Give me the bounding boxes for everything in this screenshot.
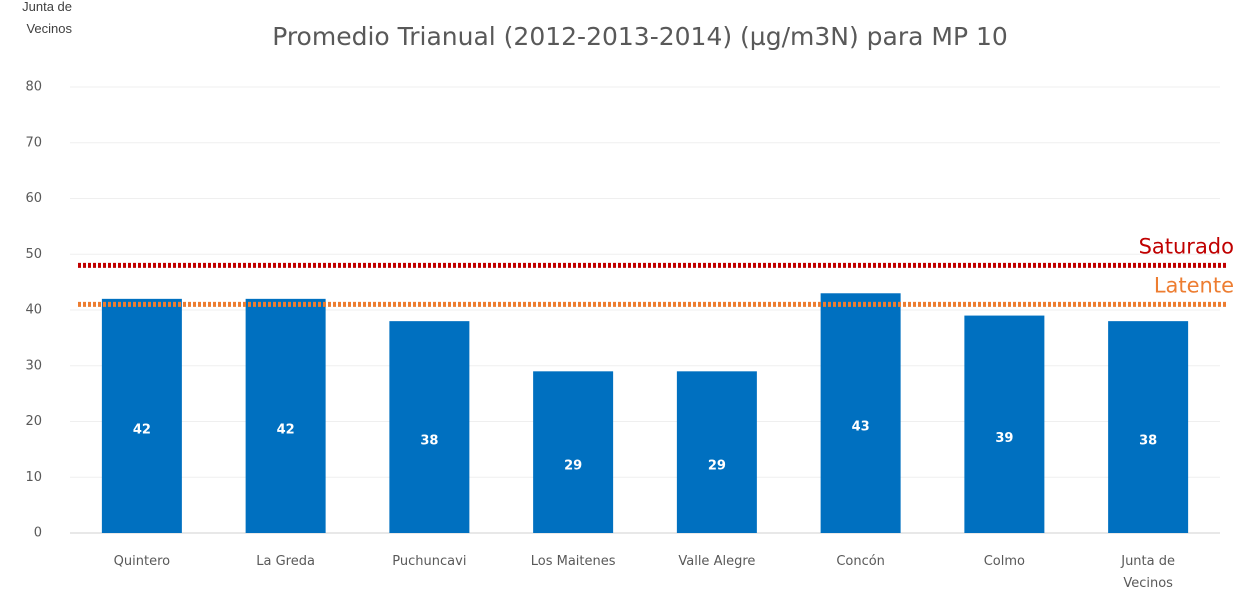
reference-label: Saturado <box>1139 234 1234 258</box>
x-tick-label: La Greda <box>256 554 315 569</box>
y-tick-label: 80 <box>25 80 42 95</box>
value-label: 43 <box>852 420 870 435</box>
bar <box>101 298 182 533</box>
y-tick-label: 50 <box>25 247 42 262</box>
y-tick-label: 30 <box>25 358 42 373</box>
y-tick-label: 70 <box>25 135 42 150</box>
value-label: 42 <box>133 422 151 437</box>
y-tick-label: 10 <box>25 470 42 485</box>
x-tick-label: Puchuncavi <box>392 554 467 569</box>
y-tick-label: 0 <box>34 526 42 541</box>
bar <box>533 371 614 533</box>
bar <box>820 293 901 533</box>
y-tick-label: 40 <box>25 303 42 318</box>
bar <box>964 315 1045 533</box>
x-tick-label: Los Maitenes <box>530 554 616 569</box>
x-tick-label: Junta de Vecinos <box>1121 554 1175 591</box>
bar <box>1108 321 1189 533</box>
chart-title: Promedio Trianual (2012-2013-2014) (µg/m… <box>272 22 1008 51</box>
y-tick-label: 60 <box>25 191 42 206</box>
annotation: Junta de Vecinos <box>22 0 72 36</box>
value-label: 38 <box>1139 434 1157 449</box>
y-tick-label: 20 <box>25 414 42 429</box>
x-tick-label: Valle Alegre <box>678 554 756 569</box>
bar <box>676 371 757 533</box>
value-label: 38 <box>420 434 438 449</box>
value-label: 29 <box>708 459 726 474</box>
x-tick-label: Quintero <box>113 554 171 569</box>
x-tick-label: Concón <box>836 554 885 569</box>
value-label: 42 <box>277 422 295 437</box>
bar <box>245 298 326 533</box>
x-tick-label: Colmo <box>983 554 1025 569</box>
value-label: 29 <box>564 459 582 474</box>
bar <box>389 321 470 533</box>
reference-label: Latente <box>1154 273 1234 297</box>
value-label: 39 <box>995 431 1013 446</box>
